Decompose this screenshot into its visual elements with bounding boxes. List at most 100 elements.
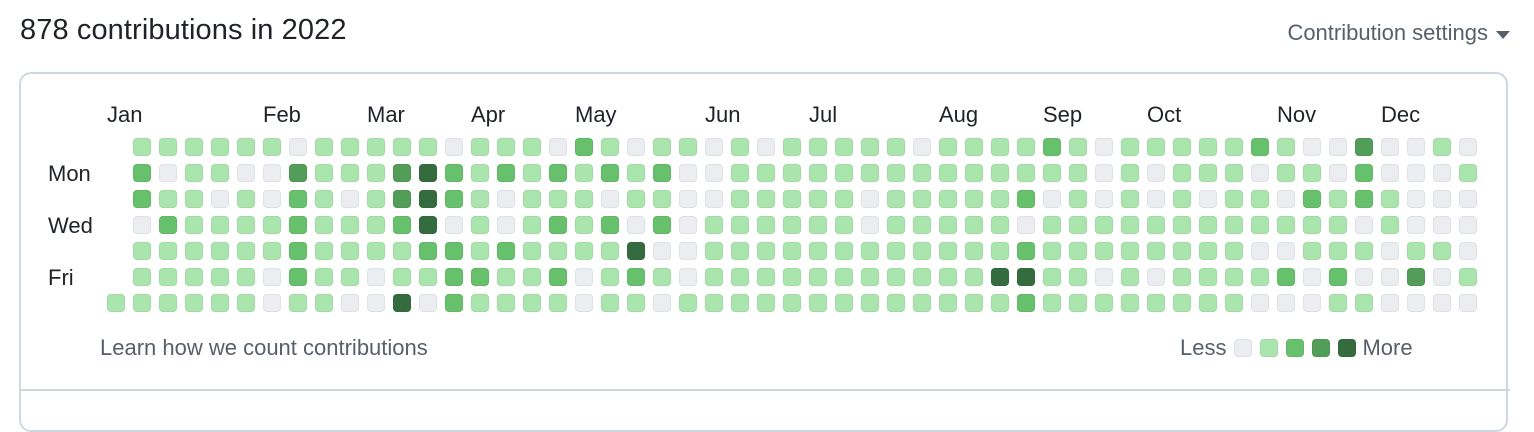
contribution-day-cell[interactable]: [367, 242, 385, 260]
contribution-day-cell[interactable]: [965, 268, 983, 286]
contribution-day-cell[interactable]: [497, 190, 515, 208]
contribution-day-cell[interactable]: [211, 242, 229, 260]
contribution-day-cell[interactable]: [601, 268, 619, 286]
contribution-day-cell[interactable]: [1069, 216, 1087, 234]
contribution-day-cell[interactable]: [809, 138, 827, 156]
contribution-day-cell[interactable]: [263, 190, 281, 208]
contribution-day-cell[interactable]: [1121, 138, 1139, 156]
contribution-day-cell[interactable]: [1017, 294, 1035, 312]
contribution-day-cell[interactable]: [1095, 294, 1113, 312]
contribution-day-cell[interactable]: [159, 294, 177, 312]
contribution-day-cell[interactable]: [263, 294, 281, 312]
contribution-day-cell[interactable]: [367, 164, 385, 182]
contribution-day-cell[interactable]: [549, 190, 567, 208]
contribution-day-cell[interactable]: [1303, 268, 1321, 286]
contribution-day-cell[interactable]: [393, 190, 411, 208]
contribution-day-cell[interactable]: [1407, 242, 1425, 260]
contribution-day-cell[interactable]: [1251, 190, 1269, 208]
contribution-day-cell[interactable]: [1407, 294, 1425, 312]
contribution-day-cell[interactable]: [1147, 164, 1165, 182]
contribution-day-cell[interactable]: [367, 294, 385, 312]
contribution-day-cell[interactable]: [887, 242, 905, 260]
contribution-day-cell[interactable]: [289, 242, 307, 260]
contribution-day-cell[interactable]: [523, 164, 541, 182]
contribution-day-cell[interactable]: [1069, 138, 1087, 156]
contribution-day-cell[interactable]: [757, 268, 775, 286]
contribution-day-cell[interactable]: [1095, 242, 1113, 260]
contribution-day-cell[interactable]: [653, 164, 671, 182]
contribution-day-cell[interactable]: [1147, 216, 1165, 234]
contribution-day-cell[interactable]: [393, 216, 411, 234]
contribution-day-cell[interactable]: [939, 138, 957, 156]
contribution-day-cell[interactable]: [1251, 164, 1269, 182]
contribution-day-cell[interactable]: [757, 216, 775, 234]
contribution-day-cell[interactable]: [627, 294, 645, 312]
contribution-day-cell[interactable]: [1433, 190, 1451, 208]
contribution-day-cell[interactable]: [783, 294, 801, 312]
contribution-day-cell[interactable]: [783, 268, 801, 286]
contribution-day-cell[interactable]: [809, 242, 827, 260]
contribution-day-cell[interactable]: [809, 268, 827, 286]
contribution-day-cell[interactable]: [1199, 164, 1217, 182]
contribution-day-cell[interactable]: [913, 216, 931, 234]
contribution-day-cell[interactable]: [523, 138, 541, 156]
contribution-day-cell[interactable]: [939, 164, 957, 182]
contribution-day-cell[interactable]: [1095, 190, 1113, 208]
contribution-day-cell[interactable]: [471, 268, 489, 286]
contribution-day-cell[interactable]: [315, 242, 333, 260]
contribution-day-cell[interactable]: [289, 138, 307, 156]
contribution-day-cell[interactable]: [159, 190, 177, 208]
contribution-day-cell[interactable]: [1355, 268, 1373, 286]
contribution-day-cell[interactable]: [1199, 242, 1217, 260]
contribution-day-cell[interactable]: [159, 138, 177, 156]
contribution-day-cell[interactable]: [627, 242, 645, 260]
contribution-day-cell[interactable]: [341, 294, 359, 312]
contribution-day-cell[interactable]: [861, 190, 879, 208]
contribution-day-cell[interactable]: [1043, 268, 1061, 286]
contribution-day-cell[interactable]: [1277, 138, 1295, 156]
contribution-day-cell[interactable]: [263, 138, 281, 156]
contribution-day-cell[interactable]: [497, 294, 515, 312]
contribution-day-cell[interactable]: [939, 268, 957, 286]
contribution-day-cell[interactable]: [627, 164, 645, 182]
contribution-day-cell[interactable]: [549, 242, 567, 260]
contribution-day-cell[interactable]: [367, 216, 385, 234]
contribution-day-cell[interactable]: [783, 216, 801, 234]
contribution-day-cell[interactable]: [679, 294, 697, 312]
contribution-day-cell[interactable]: [315, 268, 333, 286]
contribution-day-cell[interactable]: [1147, 242, 1165, 260]
contribution-day-cell[interactable]: [1199, 138, 1217, 156]
contribution-day-cell[interactable]: [211, 190, 229, 208]
contribution-day-cell[interactable]: [1433, 138, 1451, 156]
contribution-day-cell[interactable]: [679, 268, 697, 286]
contribution-day-cell[interactable]: [1199, 294, 1217, 312]
contribution-day-cell[interactable]: [1303, 190, 1321, 208]
contribution-day-cell[interactable]: [1173, 138, 1191, 156]
contribution-day-cell[interactable]: [835, 268, 853, 286]
contribution-day-cell[interactable]: [471, 216, 489, 234]
contribution-day-cell[interactable]: [1173, 164, 1191, 182]
contribution-day-cell[interactable]: [315, 138, 333, 156]
contribution-day-cell[interactable]: [211, 268, 229, 286]
contribution-day-cell[interactable]: [1147, 268, 1165, 286]
contribution-day-cell[interactable]: [237, 242, 255, 260]
contribution-day-cell[interactable]: [1147, 190, 1165, 208]
contribution-day-cell[interactable]: [445, 268, 463, 286]
contribution-day-cell[interactable]: [133, 216, 151, 234]
contribution-day-cell[interactable]: [159, 242, 177, 260]
contribution-day-cell[interactable]: [1303, 294, 1321, 312]
contribution-day-cell[interactable]: [679, 190, 697, 208]
contribution-day-cell[interactable]: [211, 294, 229, 312]
contribution-day-cell[interactable]: [1355, 190, 1373, 208]
contribution-day-cell[interactable]: [1095, 164, 1113, 182]
contribution-day-cell[interactable]: [367, 190, 385, 208]
contribution-day-cell[interactable]: [419, 164, 437, 182]
contribution-day-cell[interactable]: [523, 190, 541, 208]
contribution-day-cell[interactable]: [1381, 190, 1399, 208]
contribution-day-cell[interactable]: [1147, 294, 1165, 312]
contribution-day-cell[interactable]: [939, 294, 957, 312]
contribution-day-cell[interactable]: [939, 242, 957, 260]
contribution-day-cell[interactable]: [549, 216, 567, 234]
contribution-day-cell[interactable]: [185, 190, 203, 208]
contribution-day-cell[interactable]: [575, 242, 593, 260]
